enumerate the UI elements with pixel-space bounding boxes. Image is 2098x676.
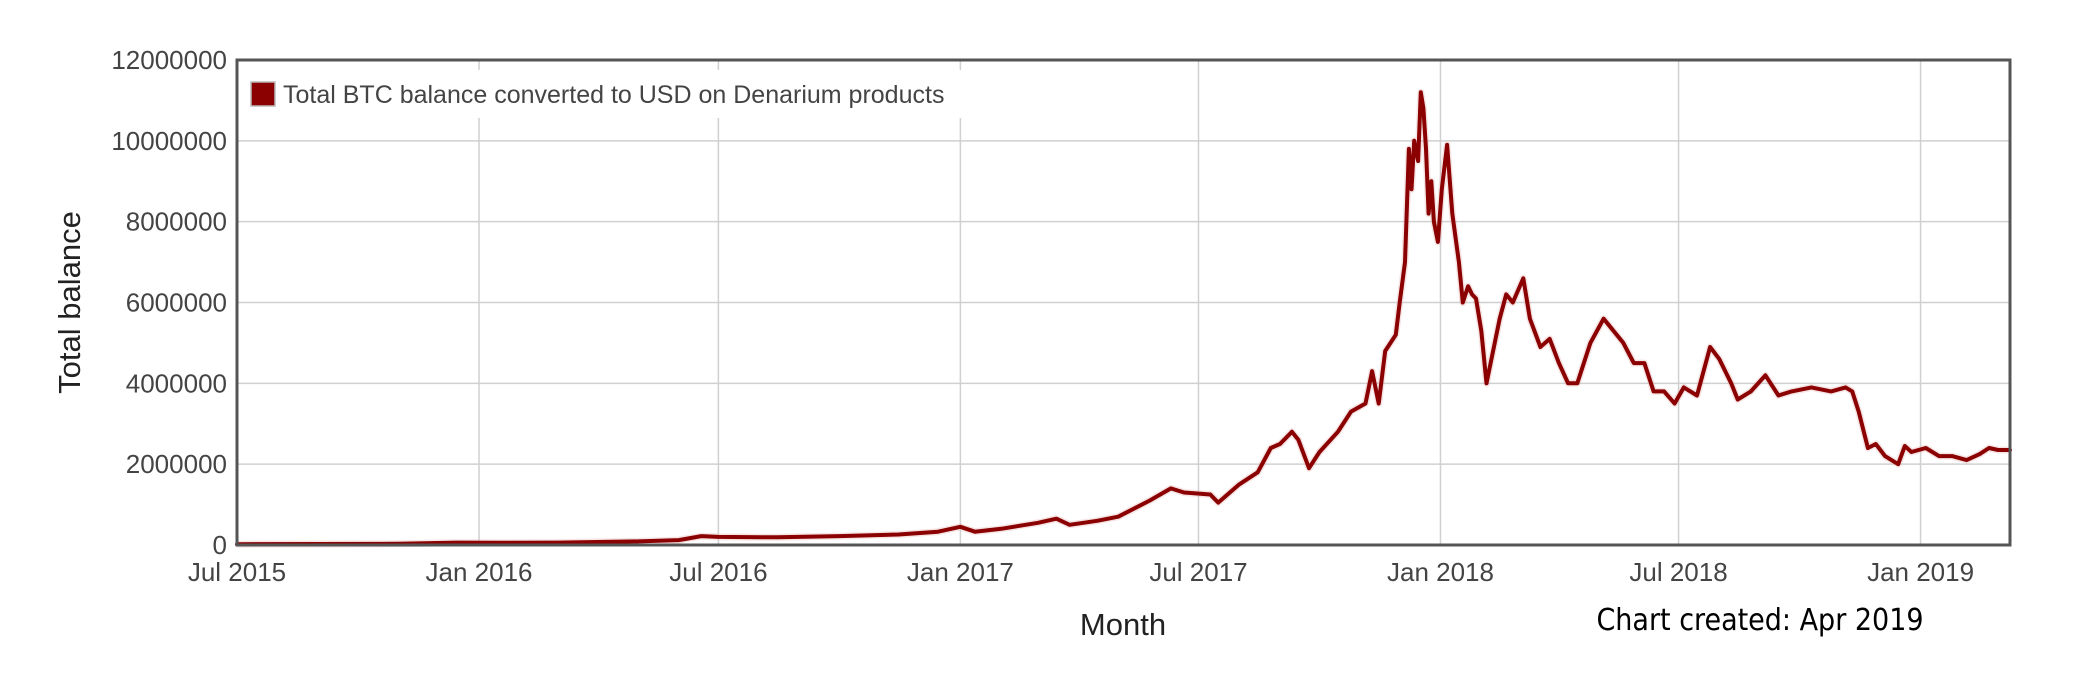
legend-swatch [250, 81, 276, 107]
y-axis-ticks: 0 2000000 4000000 6000000 8000000 10000000 120… [111, 45, 227, 560]
x-tick-label: Jan 2018 [1387, 557, 1494, 587]
grid [237, 60, 2010, 545]
legend-label: Total BTC balance converted to USD on De… [283, 81, 944, 109]
x-axis-ticks: Jul 2015 Jan 2016 Jul 2016 Jan 2017 Jul 2017… [188, 557, 1974, 587]
series-line [235, 90, 2012, 547]
y-tick-label: 10000000 [111, 126, 227, 156]
x-axis-title: Month [1080, 607, 1166, 642]
series-layer [235, 88, 2012, 548]
x-tick-label: Jul 2017 [1149, 557, 1247, 587]
y-tick-label: 4000000 [126, 368, 227, 398]
x-tick-label: Jul 2016 [669, 557, 767, 587]
legend-background [243, 70, 1043, 118]
plot-frame [235, 58, 2012, 547]
x-tick-label: Jan 2016 [426, 557, 533, 587]
y-axis-title: Total balance [52, 211, 87, 394]
series-line-shadow [236, 88, 2010, 548]
y-tick-label: 0 [213, 530, 227, 560]
x-tick-label: Jan 2019 [1867, 557, 1974, 587]
y-tick-label: 8000000 [126, 207, 227, 237]
x-tick-label: Jul 2018 [1629, 557, 1727, 587]
y-tick-label: 6000000 [126, 288, 227, 318]
y-tick-label: 2000000 [126, 449, 227, 479]
chart-created-note: Chart created: Apr 2019 [1596, 603, 1923, 638]
x-tick-label: Jan 2017 [907, 557, 1014, 587]
legend[interactable]: Total BTC balance converted to USD on De… [243, 70, 1043, 118]
x-tick-label: Jul 2015 [188, 557, 286, 587]
y-tick-label: 12000000 [111, 45, 227, 75]
